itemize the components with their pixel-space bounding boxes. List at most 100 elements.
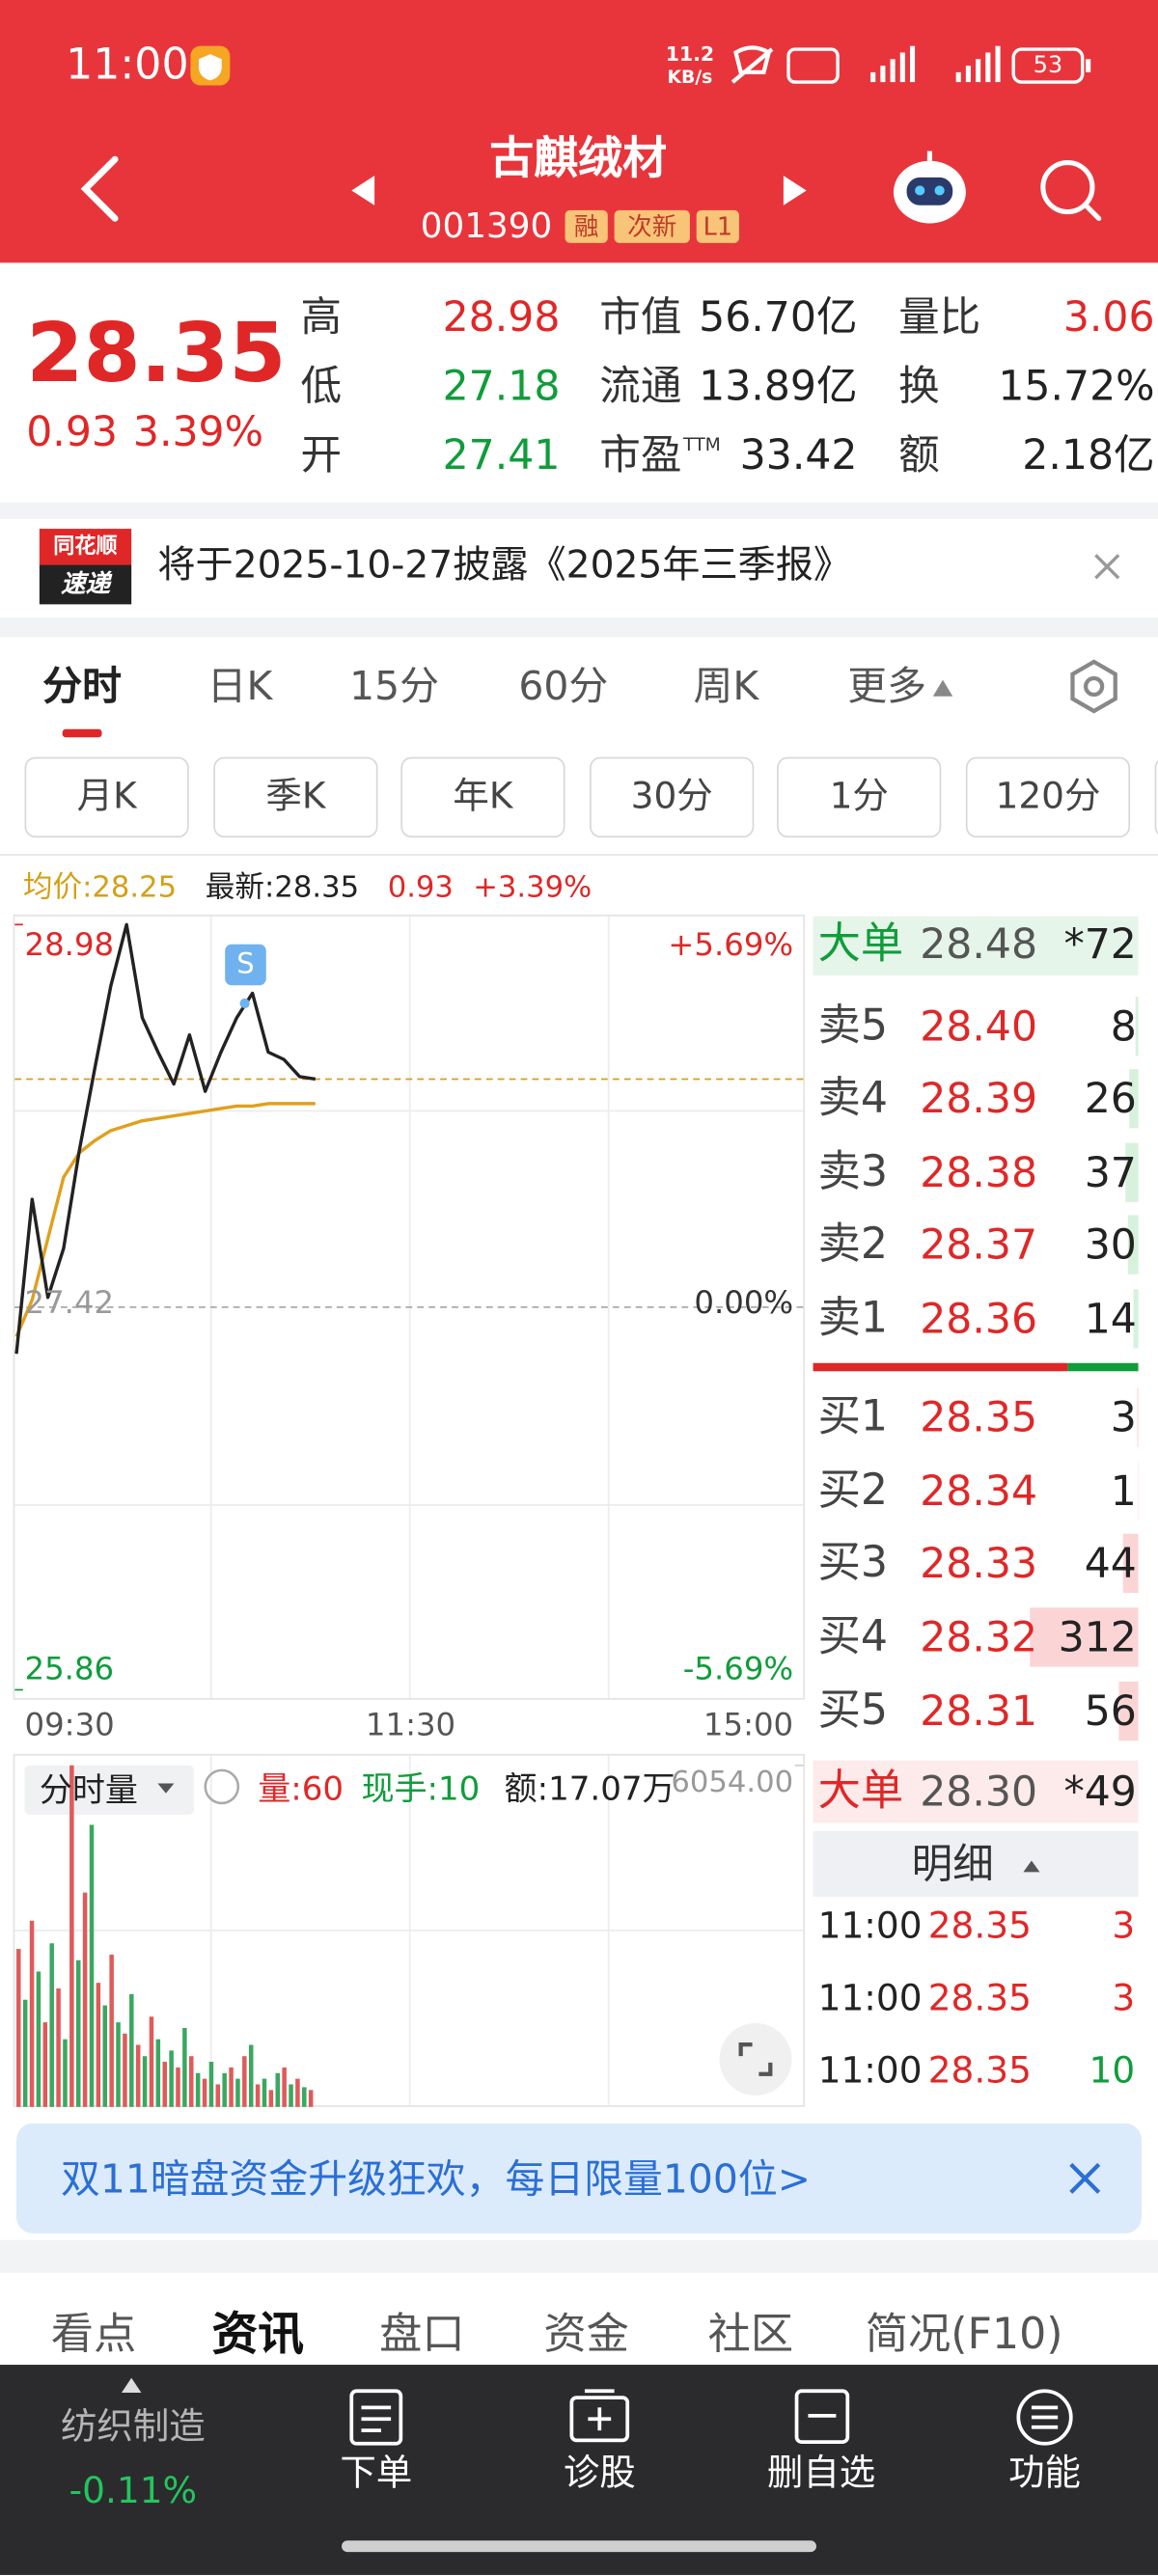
gap bbox=[0, 502, 1158, 519]
book-volume: 3 bbox=[1110, 1393, 1137, 1441]
stat-value: 2.18亿 bbox=[1022, 430, 1155, 480]
volume-bar bbox=[208, 2062, 214, 2107]
book-bar bbox=[1133, 1289, 1139, 1349]
big-order-label: 大单 bbox=[817, 919, 904, 970]
trade-price: 28.35 bbox=[927, 2050, 1032, 2093]
subtab-label[interactable]: 月K bbox=[76, 777, 137, 818]
book-price: 28.32 bbox=[920, 1613, 1038, 1661]
volume-select[interactable]: 分时量 bbox=[39, 1769, 138, 1810]
subtab-button bbox=[213, 756, 378, 838]
marker-box[interactable] bbox=[225, 944, 266, 986]
book-label: 买3 bbox=[817, 1538, 889, 1588]
logo-top bbox=[39, 529, 132, 565]
big-bottom-bg bbox=[813, 1760, 1139, 1823]
x-tick-label: 15:00 bbox=[703, 1707, 794, 1743]
y2-tick-label: -5.69% bbox=[682, 1651, 794, 1687]
stat-label: 换 bbox=[898, 362, 940, 410]
detail-bg bbox=[813, 1830, 1139, 1897]
section-tab[interactable]: 简况(F10) bbox=[865, 2310, 1063, 2360]
chart-tab[interactable]: 15分 bbox=[349, 663, 439, 710]
volume-bar bbox=[215, 2084, 221, 2107]
expand-button[interactable] bbox=[719, 2023, 792, 2096]
volume-frame bbox=[13, 1753, 806, 2107]
prev-stock[interactable] bbox=[351, 176, 375, 206]
book-label: 买1 bbox=[817, 1392, 889, 1442]
banner-close[interactable] bbox=[1069, 2162, 1101, 2194]
chart-tab[interactable]: 日K bbox=[207, 663, 273, 710]
book-bar bbox=[1125, 1142, 1139, 1202]
subtab-label[interactable]: 30分 bbox=[630, 777, 713, 818]
nav-button[interactable]: 下单 bbox=[340, 2453, 413, 2495]
volume-bar bbox=[202, 2078, 207, 2107]
change-pct: +3.39% bbox=[473, 870, 593, 905]
stat-value: 33.42 bbox=[739, 430, 858, 480]
volume-bar bbox=[282, 2067, 287, 2107]
x-tick-label: 09:30 bbox=[24, 1707, 115, 1743]
stat-value: 27.41 bbox=[442, 430, 561, 480]
big-order-count: *72 bbox=[1063, 920, 1137, 969]
back-button[interactable] bbox=[80, 155, 119, 222]
book-volume: 8 bbox=[1110, 1002, 1137, 1051]
stock-tag: L1 bbox=[696, 209, 739, 243]
section-tab[interactable]: 资讯 bbox=[211, 2307, 304, 2362]
subtab-label[interactable]: 年K bbox=[453, 777, 513, 818]
ratio-green bbox=[1067, 1362, 1139, 1372]
subtab-label[interactable]: 季K bbox=[265, 777, 326, 818]
logo-bottom bbox=[39, 564, 132, 605]
y-tick-label: 27.42 bbox=[24, 1284, 115, 1322]
settings-dot bbox=[1083, 675, 1105, 698]
chart-tab[interactable]: 周K bbox=[693, 663, 759, 710]
nav-button[interactable]: 功能 bbox=[1008, 2453, 1082, 2495]
subtab-label[interactable]: 1分 bbox=[829, 777, 889, 818]
notice-close[interactable] bbox=[1094, 554, 1120, 580]
banner-bg[interactable] bbox=[16, 2123, 1142, 2233]
volume-select-caret bbox=[157, 1783, 175, 1794]
section-tab[interactable]: 盘口 bbox=[379, 2310, 465, 2360]
volume-bar bbox=[63, 2039, 68, 2107]
help-icon[interactable] bbox=[204, 1768, 240, 1805]
nav-button[interactable]: 诊股 bbox=[563, 2453, 636, 2495]
sector-change: -0.11% bbox=[69, 2471, 198, 2513]
chart-tab[interactable]: 分时 bbox=[42, 663, 122, 710]
search-handle bbox=[1083, 203, 1102, 221]
stat-label: 市值 bbox=[599, 292, 682, 342]
book-volume: 30 bbox=[1084, 1220, 1137, 1269]
volume-bar bbox=[295, 2078, 300, 2107]
section-tab[interactable]: 社区 bbox=[707, 2310, 794, 2360]
detail-tab[interactable]: 明细 bbox=[911, 1840, 994, 1888]
sector-name[interactable]: 纺织制造 bbox=[60, 2407, 206, 2449]
book-price: 28.35 bbox=[920, 1393, 1038, 1441]
chart-tab[interactable]: 60分 bbox=[518, 663, 609, 710]
trade-time: 11:00 bbox=[817, 1979, 923, 2020]
book-volume: 37 bbox=[1084, 1148, 1137, 1197]
chart-tab[interactable]: 更多 bbox=[847, 663, 927, 710]
subtab-button bbox=[24, 756, 189, 838]
search-button[interactable] bbox=[1040, 159, 1095, 215]
notice-text[interactable]: 将于2025-10-27披露《2025年三季报》 bbox=[157, 544, 852, 588]
stat-value: 28.98 bbox=[442, 292, 561, 342]
section-tab[interactable]: 看点 bbox=[50, 2310, 137, 2360]
settings-button[interactable] bbox=[1070, 659, 1117, 714]
volume-bar bbox=[262, 2078, 267, 2107]
subtab-button bbox=[400, 756, 565, 838]
book-volume: 14 bbox=[1084, 1295, 1137, 1343]
robot-icon[interactable] bbox=[893, 151, 966, 224]
book-price: 28.37 bbox=[920, 1220, 1038, 1269]
volume-bar bbox=[135, 2044, 141, 2107]
stat-label: 低 bbox=[300, 362, 343, 410]
section-tab[interactable]: 资金 bbox=[543, 2310, 629, 2360]
volume-bar bbox=[29, 1920, 35, 2107]
trade-marker[interactable]: S bbox=[236, 947, 255, 981]
promo-banner[interactable]: 双11暗盘资金升级狂欢，每日限量100位> bbox=[60, 2155, 811, 2203]
book-price: 28.36 bbox=[920, 1295, 1038, 1343]
gap bbox=[0, 2239, 1158, 2273]
volume-bar bbox=[96, 1983, 101, 2107]
battery-level: 53 bbox=[1033, 52, 1063, 79]
volume-bar bbox=[129, 1993, 134, 2107]
volume-bar bbox=[189, 2056, 194, 2107]
next-stock[interactable] bbox=[783, 176, 807, 206]
subtab-label[interactable]: 120分 bbox=[995, 777, 1101, 818]
hd-icon bbox=[786, 47, 840, 84]
nav-button[interactable]: 删自选 bbox=[766, 2453, 876, 2495]
